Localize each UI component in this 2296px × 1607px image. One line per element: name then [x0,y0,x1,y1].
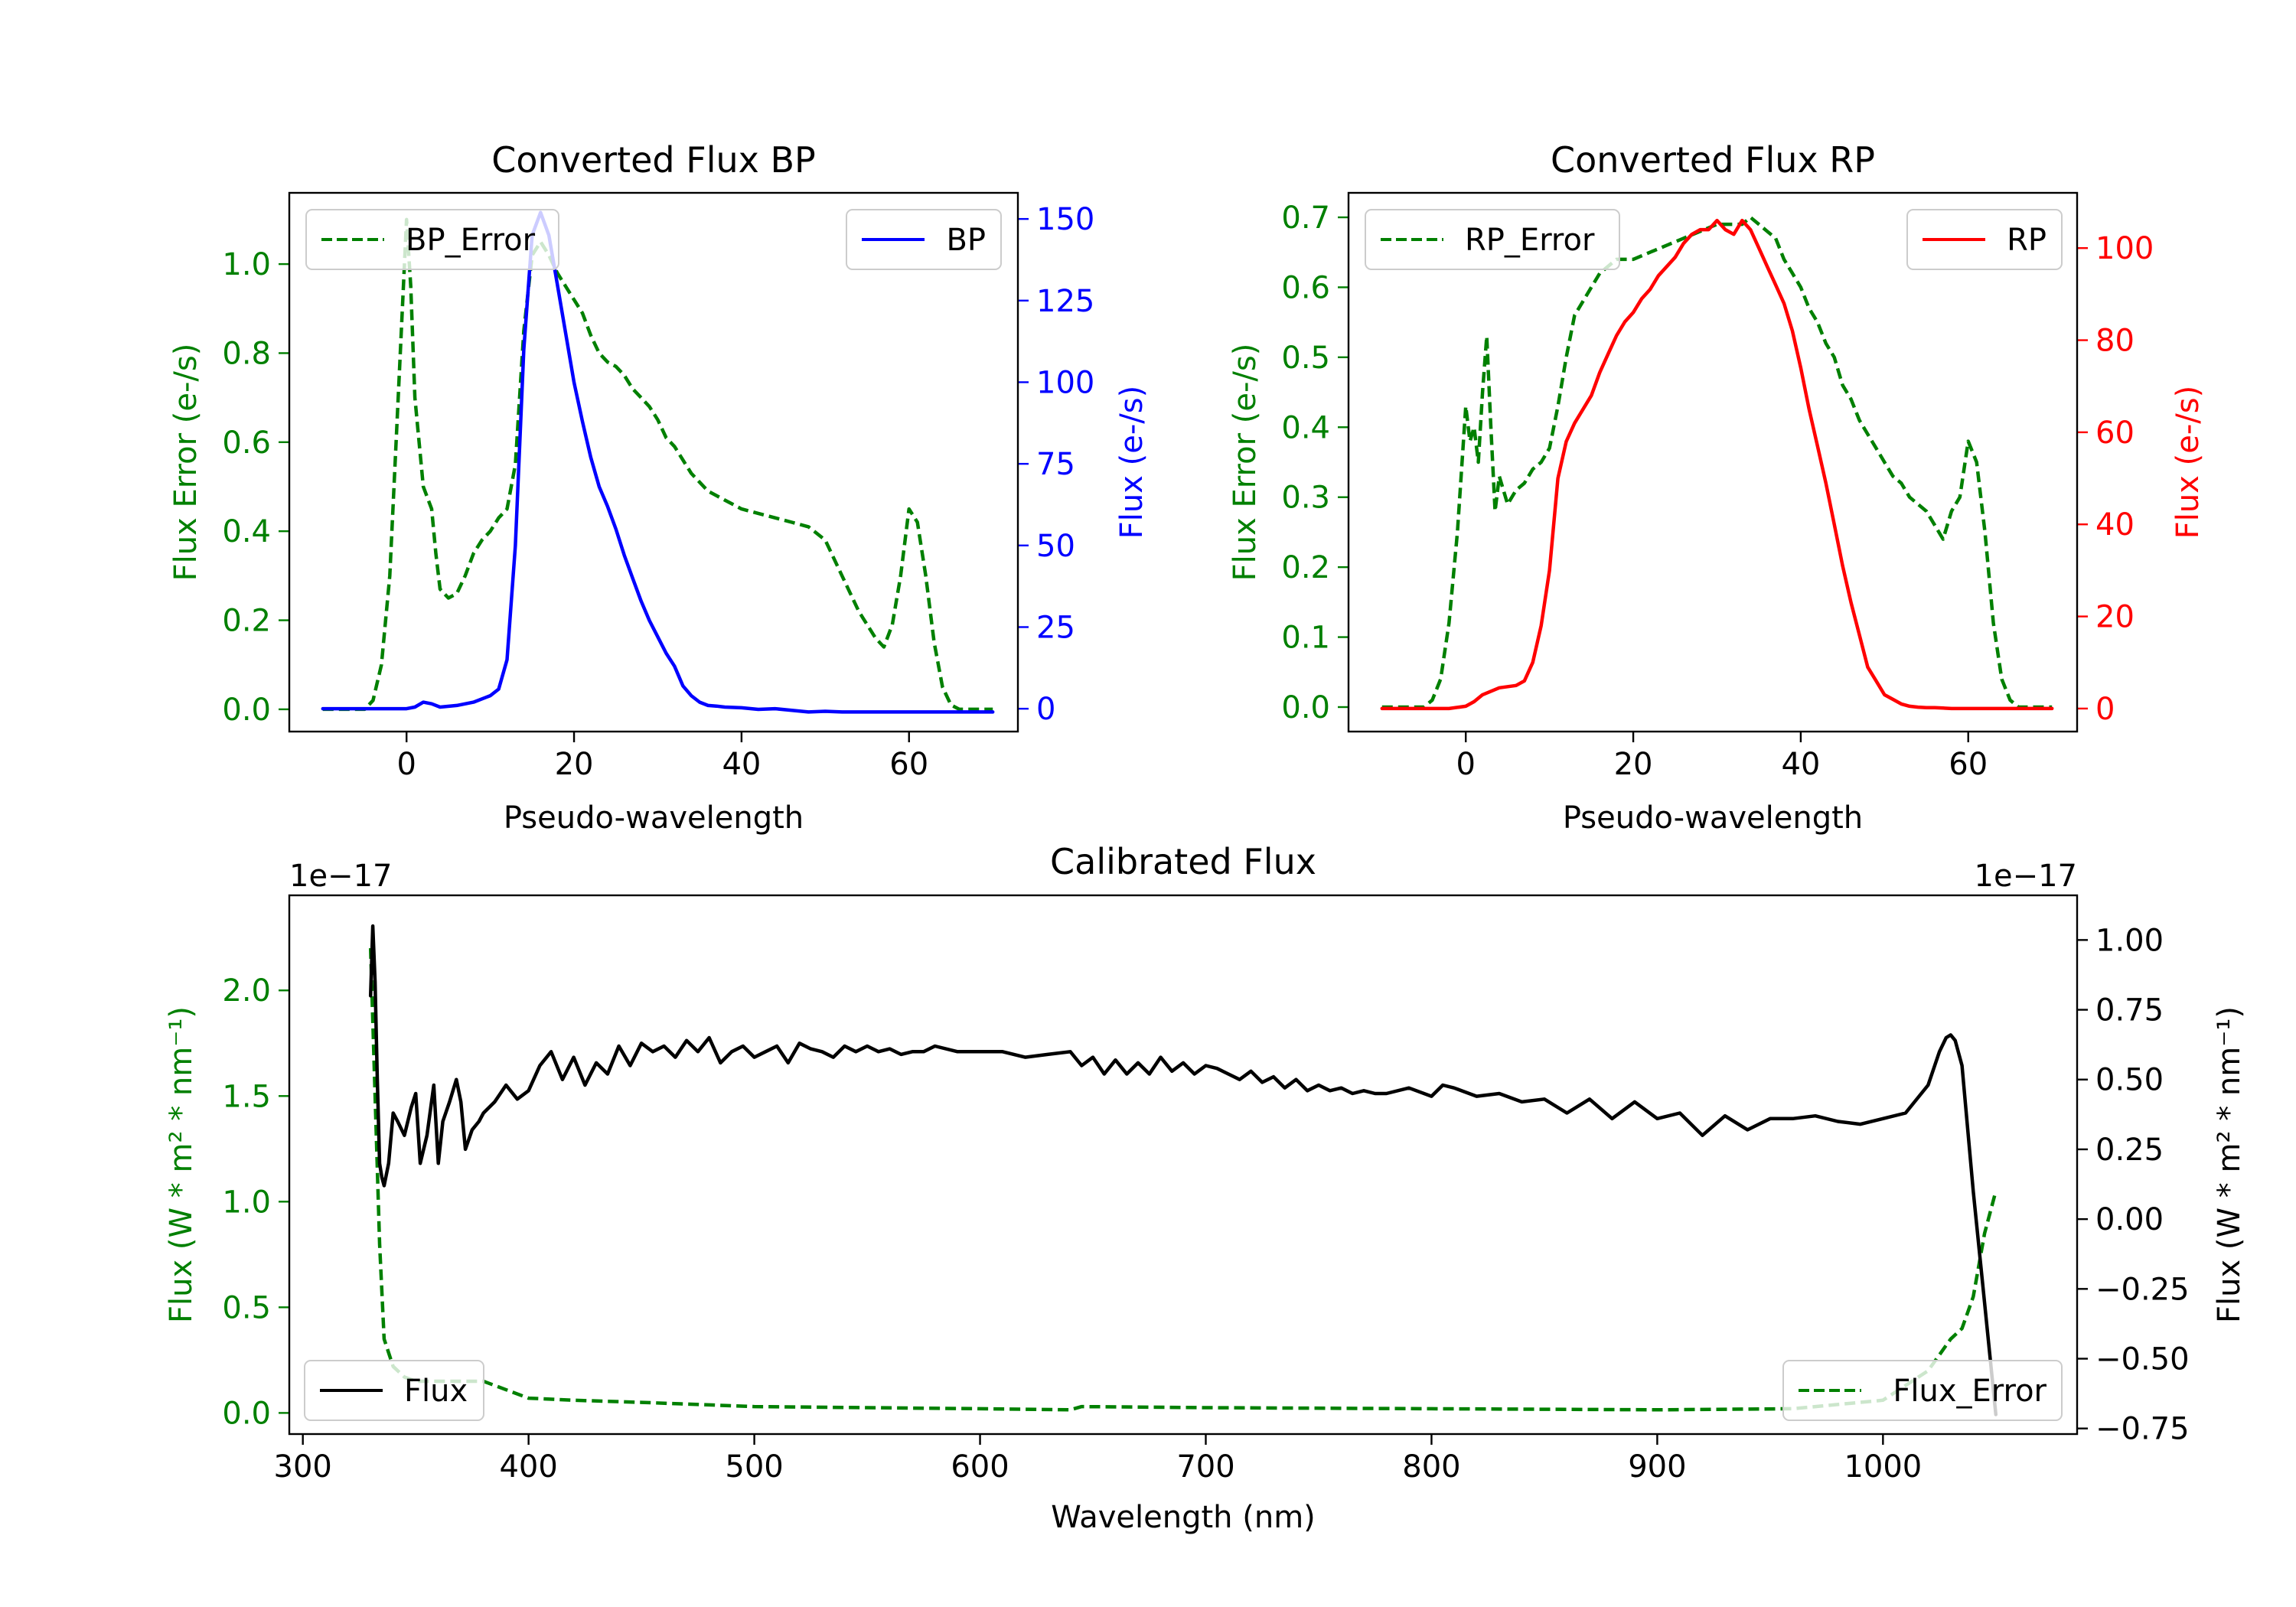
series-flux [368,924,1998,1416]
left-tick-label: 1.5 [222,1079,271,1114]
series-bp-error [322,217,993,712]
right-offset-label: 1e−17 [1975,859,2077,894]
right-tick-label: 60 [2095,416,2135,451]
left-tick-label: 0.5 [1281,341,1330,376]
plot-frame [1347,191,2079,733]
left-tick-label: 0.6 [222,425,271,461]
legend-rp-error[interactable]: RP_Error [1365,209,1620,270]
left-tick-label: 1.0 [222,247,271,282]
left-tick-label: 0.1 [1281,621,1330,656]
right-tick-label: 125 [1036,284,1094,319]
left-tick-label: 1.0 [222,1185,271,1220]
x-tick-label: 700 [1176,1449,1234,1485]
right-tick-label: 100 [1036,365,1094,400]
left-offset-label: 1e−17 [289,859,392,894]
left-tick-label: 2.0 [222,973,271,1009]
legend-label: BP [946,223,986,258]
left-tick-label: 0.2 [1281,550,1330,585]
right-tick-label: 75 [1036,447,1075,482]
x-tick-label: 20 [555,747,594,782]
right-tick-label: 25 [1036,610,1075,645]
right-tick-label: 100 [2095,231,2154,266]
left-tick-label: 0.0 [222,1396,271,1431]
x-tick-label: 500 [725,1449,783,1485]
chart-title: Converted Flux RP [1551,139,1875,181]
x-tick-label: 20 [1614,747,1653,782]
x-tick-label: 40 [1781,747,1820,782]
right-tick-label: 50 [1036,529,1075,564]
x-tick-label: 400 [499,1449,557,1485]
legend-label: Flux_Error [1893,1374,2047,1409]
left-tick-label: 0.8 [222,336,271,371]
legend-label: RP_Error [1465,223,1595,258]
legend-label: Flux [404,1374,468,1409]
left-tick-label: 0.2 [222,604,271,639]
left-axis-label: Flux Error (e-/s) [1228,344,1263,582]
legend-label: RP [2007,223,2047,258]
x-axis-label: Pseudo-wavelength [504,800,804,836]
chart-title: Converted Flux BP [491,139,816,181]
left-tick-label: 0.6 [1281,270,1330,305]
x-tick-label: 600 [951,1449,1009,1485]
chart-rp: Converted Flux RP 0 20 40 60 0.0 0.1 0.2 0.3 0.4… [1228,139,2206,836]
series-rp [1380,218,2054,711]
x-axis-label: Wavelength (nm) [1051,1500,1316,1535]
right-tick-label: 0.50 [2095,1063,2164,1098]
left-tick-label: 0.7 [1281,200,1330,236]
series-bp [321,210,995,714]
left-tick-label: 0.3 [1281,481,1330,516]
x-tick-label: 40 [722,747,761,782]
legend-rp[interactable]: RP [1906,209,2063,270]
right-axis-label: Flux (e-/s) [2170,386,2206,539]
left-axis-label: Flux (W * m² * nm⁻¹) [164,1006,199,1323]
x-axis-label: Pseudo-wavelength [1563,800,1863,836]
chart-bp: Converted Flux BP 0 20 40 60 0.0 0.2 0.4 0.6 0.8… [168,139,1150,836]
plot-frame [288,894,2079,1436]
right-tick-label: 0 [1036,692,1055,727]
legend-label: BP_Error [406,223,536,258]
legend-bp-error[interactable]: BP_Error [305,209,559,270]
x-tick-label: 800 [1402,1449,1460,1485]
left-tick-label: 0.4 [222,514,271,549]
x-tick-label: 60 [889,747,928,782]
chart-title: Calibrated Flux [1050,841,1316,882]
right-tick-label: −0.25 [2095,1272,2190,1307]
x-tick-label: 900 [1628,1449,1686,1485]
legend-flux[interactable]: Flux [304,1360,484,1421]
right-tick-label: 0.00 [2095,1202,2164,1237]
right-tick-label: 0.25 [2095,1133,2164,1168]
x-tick-label: 300 [274,1449,332,1485]
right-tick-label: 0.75 [2095,993,2164,1028]
left-tick-label: 0.5 [222,1290,271,1325]
x-tick-label: 60 [1949,747,1988,782]
x-tick-label: 1000 [1844,1449,1922,1485]
legend-bp[interactable]: BP [846,209,1002,270]
right-tick-label: 20 [2095,600,2135,635]
right-tick-label: 40 [2095,507,2135,543]
legend-flux-error[interactable]: Flux_Error [1782,1360,2063,1421]
right-axis-label: Flux (e-/s) [1114,386,1150,539]
right-tick-label: 150 [1036,202,1094,237]
series-rp-error [1381,215,2053,709]
left-axis-label: Flux Error (e-/s) [168,344,204,582]
plot-frame [288,191,1019,733]
x-tick-label: 0 [396,747,416,782]
right-axis-label: Flux (W * m² * nm⁻¹) [2212,1006,2247,1323]
chart-calibrated: Calibrated Flux 1e−17 1e−17 300 400 500 600… [164,841,2247,1535]
x-tick-label: 0 [1456,747,1475,782]
right-tick-label: −0.75 [2095,1412,2190,1447]
left-tick-label: 0.4 [1281,410,1330,445]
right-tick-label: 1.00 [2095,923,2164,958]
right-tick-label: 80 [2095,324,2135,359]
left-tick-label: 0.0 [222,693,271,728]
right-tick-label: −0.50 [2095,1342,2190,1377]
left-tick-label: 0.0 [1281,690,1330,725]
right-tick-label: 0 [2095,692,2115,727]
series-flux-error [368,947,1998,1412]
